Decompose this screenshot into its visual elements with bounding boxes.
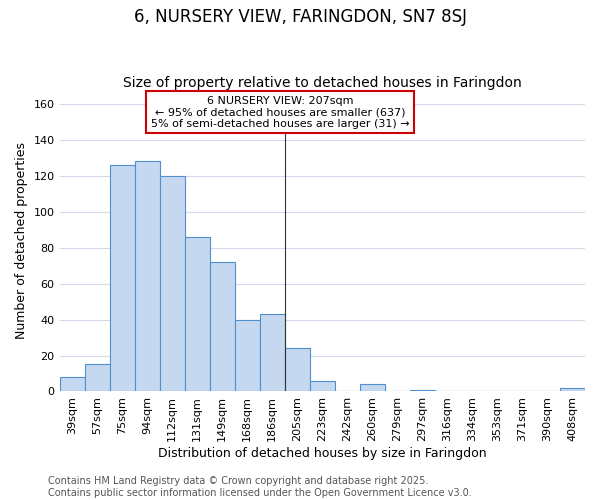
- Text: 6, NURSERY VIEW, FARINGDON, SN7 8SJ: 6, NURSERY VIEW, FARINGDON, SN7 8SJ: [133, 8, 467, 26]
- Bar: [160, 176, 185, 392]
- Bar: [410, 390, 435, 392]
- Bar: [134, 162, 160, 392]
- Bar: [285, 348, 310, 392]
- Bar: [260, 314, 285, 392]
- Bar: [185, 237, 209, 392]
- Bar: [235, 320, 260, 392]
- Text: 6 NURSERY VIEW: 207sqm
← 95% of detached houses are smaller (637)
5% of semi-det: 6 NURSERY VIEW: 207sqm ← 95% of detached…: [151, 96, 410, 128]
- Title: Size of property relative to detached houses in Faringdon: Size of property relative to detached ho…: [123, 76, 521, 90]
- Bar: [85, 364, 110, 392]
- Bar: [360, 384, 385, 392]
- Bar: [59, 377, 85, 392]
- Bar: [310, 380, 335, 392]
- X-axis label: Distribution of detached houses by size in Faringdon: Distribution of detached houses by size …: [158, 447, 487, 460]
- Y-axis label: Number of detached properties: Number of detached properties: [15, 142, 28, 339]
- Text: Contains HM Land Registry data © Crown copyright and database right 2025.
Contai: Contains HM Land Registry data © Crown c…: [48, 476, 472, 498]
- Bar: [209, 262, 235, 392]
- Bar: [560, 388, 585, 392]
- Bar: [110, 165, 134, 392]
